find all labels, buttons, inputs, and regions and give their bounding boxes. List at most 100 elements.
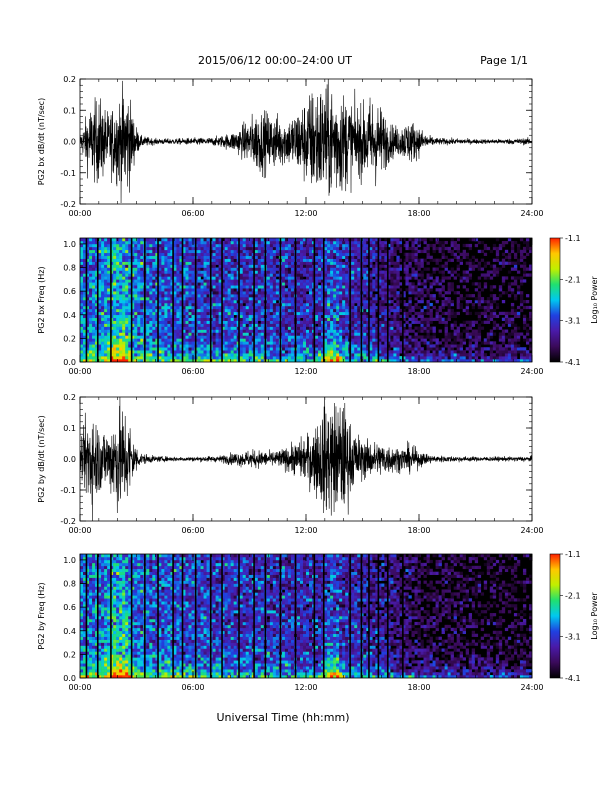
spectrogram-cell xyxy=(113,308,117,313)
spectrogram-cell xyxy=(420,294,424,298)
spectrogram-cell xyxy=(131,243,135,248)
spectrogram-cell xyxy=(269,344,274,348)
spectrogram-cell xyxy=(239,252,244,257)
spectrogram-cell xyxy=(203,258,207,262)
spectrogram-cell xyxy=(170,267,174,271)
spectrogram-cell xyxy=(369,359,373,362)
spectrogram-cell xyxy=(327,314,331,319)
spectrogram-cell xyxy=(309,300,313,304)
spectrogram-cell xyxy=(330,323,334,327)
spectrogram-cell xyxy=(318,238,322,242)
spectrogram-cell xyxy=(396,308,400,313)
spectrogram-cell xyxy=(351,329,355,333)
spectrogram-cell xyxy=(206,282,210,286)
spectrogram-cell xyxy=(387,252,391,257)
spectrogram-cell xyxy=(423,282,427,286)
spectrogram-cell xyxy=(80,255,84,259)
spectrogram-cell xyxy=(173,288,177,292)
spectrogram-cell xyxy=(110,317,114,321)
spectrogram-cell xyxy=(302,323,307,327)
spectrogram-cell xyxy=(230,332,234,336)
spectrogram-cell xyxy=(185,249,189,254)
spectrogram-cell xyxy=(233,255,237,259)
spectrogram-cell xyxy=(164,285,168,289)
spectrogram-cell xyxy=(260,258,265,262)
spectrogram-cell xyxy=(393,282,397,286)
spectrogram-cell xyxy=(188,323,192,327)
spectrogram-cell xyxy=(101,326,105,330)
spectrogram-cell xyxy=(137,267,141,271)
spectrogram-cell xyxy=(140,246,144,251)
spectrogram-cell xyxy=(173,317,177,321)
spectrogram-cell xyxy=(122,282,126,286)
spectrogram-cell xyxy=(390,261,394,265)
spectrogram-cell xyxy=(318,252,322,257)
spectrogram-cell xyxy=(369,300,373,304)
spectrogram-cell xyxy=(342,285,346,289)
spectrogram-cell xyxy=(330,279,334,283)
spectrogram-cell xyxy=(140,353,144,357)
spectrogram-cell xyxy=(372,249,376,254)
spectrogram-cell xyxy=(302,353,307,357)
spectrogram-cell xyxy=(152,335,156,339)
spectrogram-cell xyxy=(113,243,117,248)
spectrogram-cell xyxy=(387,350,391,354)
spectrogram-cell xyxy=(80,297,84,301)
spectrogram-cell xyxy=(164,305,168,310)
spectrogram-cell xyxy=(110,249,114,254)
spectrogram-cell xyxy=(357,294,361,298)
spectrogram-cell xyxy=(248,347,253,351)
spectrogram-cell xyxy=(161,285,165,289)
spectrogram-cell xyxy=(299,279,304,283)
spectrogram-cell xyxy=(339,246,343,251)
spectrogram-cell xyxy=(393,311,397,316)
spectrogram-cell xyxy=(287,347,292,351)
spectrogram-cell xyxy=(164,341,168,345)
spectrogram-cell xyxy=(80,341,84,345)
spectrogram-cell xyxy=(351,249,355,254)
spectrogram-cell xyxy=(369,291,373,295)
spectrogram-cell xyxy=(266,240,271,245)
spectrogram-cell xyxy=(342,252,346,257)
spectrogram-cell xyxy=(128,258,132,262)
spectrogram-cell xyxy=(309,282,313,286)
spectrogram-cell xyxy=(333,347,337,351)
spectrogram-cell xyxy=(122,291,126,295)
spectrogram-cell xyxy=(384,329,388,333)
spectrogram-cell xyxy=(369,338,373,342)
spectrogram-cell xyxy=(399,240,403,245)
spectrogram-cell xyxy=(227,243,231,248)
spectrogram-cell xyxy=(245,335,250,339)
spectrogram-cell xyxy=(224,264,228,268)
spectrogram-cell xyxy=(149,338,153,342)
spectrogram-cell xyxy=(411,270,415,274)
spectrogram-cell xyxy=(95,344,99,348)
spectrogram-cell xyxy=(170,329,174,333)
spectrogram-cell xyxy=(149,297,153,301)
spectrogram-cell xyxy=(354,347,358,351)
spectrogram-cell xyxy=(152,252,156,257)
spectrogram-cell xyxy=(354,320,358,324)
spectrogram-cell xyxy=(125,261,129,265)
spectrogram-cell xyxy=(306,288,310,292)
spectrogram-cell xyxy=(233,288,237,292)
spectrogram-cell xyxy=(215,258,219,262)
spectrogram-cell xyxy=(357,270,361,274)
spectrogram-cell xyxy=(381,305,385,310)
spectrogram-cell xyxy=(269,249,274,254)
spectrogram-cell xyxy=(411,258,415,262)
spectrogram-cell xyxy=(80,350,84,354)
spectrogram-cell xyxy=(200,338,204,342)
spectrogram-cell xyxy=(309,320,313,324)
spectrogram-cell xyxy=(447,338,451,342)
spectrogram-cell xyxy=(384,238,388,242)
spectrogram-cell xyxy=(284,305,289,310)
spectrogram-cell xyxy=(200,356,204,360)
spectrogram-cell xyxy=(170,305,174,310)
spectrogram-cell xyxy=(203,329,207,333)
spectrogram-cell xyxy=(384,264,388,268)
spectrogram-cell xyxy=(366,294,370,298)
spectrogram-cell xyxy=(113,297,117,301)
spectrogram-cell xyxy=(257,243,262,248)
spectrogram-cell xyxy=(384,350,388,354)
